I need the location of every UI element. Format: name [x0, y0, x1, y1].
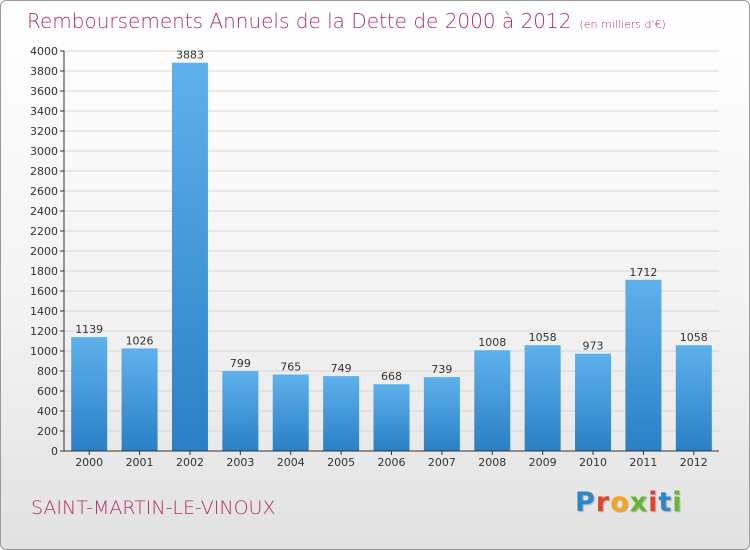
- bars: [71, 62, 712, 451]
- logo-letter: r: [595, 487, 611, 518]
- logo-letter: o: [610, 487, 630, 518]
- bar: [121, 348, 158, 451]
- y-tick-label: 1400: [30, 305, 58, 318]
- bar: [524, 345, 561, 451]
- data-label: 799: [230, 357, 251, 370]
- x-tick-label: 2010: [579, 456, 607, 469]
- y-tick-label: 3400: [30, 105, 58, 118]
- x-tick-label: 2004: [277, 456, 305, 469]
- y-tick-label: 1000: [30, 345, 58, 358]
- bar: [71, 337, 108, 451]
- chart-subtitle: (en milliers d'€): [579, 18, 666, 31]
- y-tick-label: 2200: [30, 225, 58, 238]
- x-tick-label: 2006: [378, 456, 406, 469]
- y-tick-label: 1200: [30, 325, 58, 338]
- data-label: 749: [331, 362, 352, 375]
- y-tick-label: 3000: [30, 145, 58, 158]
- axes: [60, 50, 719, 455]
- bar: [675, 345, 712, 451]
- logo-letter: x: [629, 487, 649, 518]
- y-tick-label: 3800: [30, 65, 58, 78]
- y-tick-label: 400: [37, 405, 58, 418]
- y-tick-label: 2600: [30, 185, 58, 198]
- logo-letter: P: [575, 487, 596, 518]
- y-tick-label: 3600: [30, 85, 58, 98]
- proxiti-logo: Proxiti: [575, 487, 683, 518]
- commune-name: SAINT-MARTIN-LE-VINOUX: [31, 497, 276, 519]
- bar: [222, 371, 259, 451]
- data-label: 1058: [529, 331, 557, 344]
- chart-title-text: Remboursements Annuels de la Dette de 20…: [27, 9, 572, 33]
- y-tick-label: 3200: [30, 125, 58, 138]
- data-label: 739: [431, 363, 452, 376]
- y-tick-label: 1600: [30, 285, 58, 298]
- x-tick-label: 2009: [529, 456, 557, 469]
- data-label: 765: [280, 361, 301, 374]
- y-tick-label: 800: [37, 365, 58, 378]
- bar: [423, 377, 460, 451]
- x-tick-label: 2003: [226, 456, 254, 469]
- logo-letter: t: [658, 487, 673, 518]
- y-tick-label: 0: [51, 445, 58, 458]
- y-tick-label: 2000: [30, 245, 58, 258]
- data-label: 1058: [680, 331, 708, 344]
- x-tick-label: 2000: [75, 456, 103, 469]
- y-tick-label: 4000: [30, 45, 58, 58]
- x-tick-label: 2002: [176, 456, 204, 469]
- x-tick-label: 2005: [327, 456, 355, 469]
- data-label: 1008: [478, 336, 506, 349]
- x-tick-label: 2012: [680, 456, 708, 469]
- x-tick-label: 2007: [428, 456, 456, 469]
- data-label: 1139: [75, 323, 103, 336]
- y-tick-label: 600: [37, 385, 58, 398]
- bar: [373, 384, 410, 451]
- data-label: 3883: [176, 49, 204, 62]
- data-label: 973: [583, 340, 604, 353]
- y-tick-label: 200: [37, 425, 58, 438]
- x-tick-label: 2001: [126, 456, 154, 469]
- bar: [575, 353, 612, 451]
- chart-title: Remboursements Annuels de la Dette de 20…: [27, 9, 666, 33]
- y-tick-label: 2400: [30, 205, 58, 218]
- y-tick-label: 1800: [30, 265, 58, 278]
- y-tick-label: 2800: [30, 165, 58, 178]
- bar: [474, 350, 511, 451]
- logo-letter: i: [648, 487, 659, 518]
- bar: [272, 374, 309, 451]
- bar: [171, 62, 208, 451]
- x-tick-label: 2011: [629, 456, 657, 469]
- x-tick-label: 2008: [478, 456, 506, 469]
- bar: [323, 376, 360, 451]
- labels: 0 200 400 600 800 1000 1200 1400 1600 1800 2000 220…: [30, 45, 708, 469]
- logo-letter: i: [672, 487, 683, 518]
- data-label: 1026: [126, 334, 154, 347]
- data-label: 1712: [629, 266, 657, 279]
- bar: [625, 279, 662, 451]
- data-label: 668: [381, 370, 402, 383]
